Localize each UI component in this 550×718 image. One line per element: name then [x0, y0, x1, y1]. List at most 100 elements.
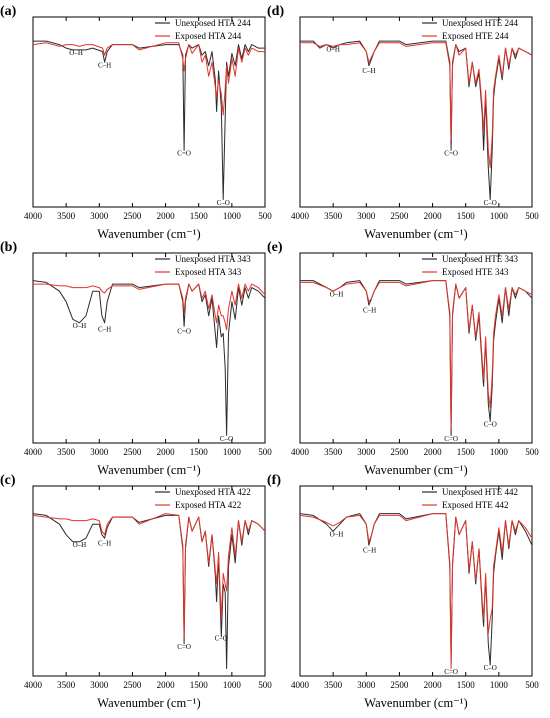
panel-label: (d)	[267, 4, 284, 19]
x-tick-label: 3000	[90, 211, 109, 221]
series-line-exposed	[299, 513, 533, 669]
x-tick-label: 500	[258, 211, 272, 221]
series-line-unexposed	[32, 513, 266, 669]
x-tick-label: 3500	[324, 211, 343, 221]
peak-annotation: C–H	[362, 67, 375, 75]
peak-annotation: C=O	[444, 668, 458, 676]
legend-entry: Unexposed HTE 244	[442, 18, 518, 28]
x-tick-label: 4000	[24, 680, 43, 690]
x-tick-label: 1500	[457, 447, 476, 457]
panel-c: 4000 3500 3000 2500 2000 1500 1000 500 O–H C–H C=O…	[0, 473, 272, 710]
peak-annotation: C=O	[177, 149, 191, 157]
peak-annotation: O–H	[330, 530, 344, 538]
plot-frame-a	[32, 16, 266, 208]
x-tick-label: 3000	[357, 680, 376, 690]
series-line-exposed	[300, 280, 533, 429]
peak-annotation: O–H	[69, 49, 83, 57]
legend-entry: Exposed HTA 343	[175, 267, 242, 277]
legend-entry: Exposed HTA 244	[175, 31, 242, 41]
legend-entry: Unexposed HTA 422	[175, 487, 251, 497]
panel-label: (f)	[267, 473, 281, 488]
x-tick-label: 1500	[457, 211, 476, 221]
peak-annotation: C–H	[363, 306, 376, 314]
peak-annotation: C–H	[363, 546, 376, 554]
panel-label: (b)	[0, 240, 17, 255]
plot-frame-e	[299, 252, 533, 444]
x-tick-label: 3500	[57, 680, 76, 690]
peak-annotation: C=O	[444, 149, 458, 157]
peak-annotation: C–H	[98, 326, 111, 334]
panel-e: 4000 3500 3000 2500 2000 1500 1000 500 O–H C–H C=O…	[267, 240, 539, 477]
series-line-exposed	[33, 283, 266, 331]
legend-entry: Exposed HTE 442	[442, 500, 509, 510]
x-tick-label: 3500	[324, 680, 343, 690]
panel-f: 4000 3500 3000 2500 2000 1500 1000 500 O–H C–H C=O…	[267, 473, 539, 710]
peak-annotation: C=O	[177, 327, 191, 335]
x-tick-label: 2000	[157, 447, 176, 457]
peak-annotation: C=O	[444, 435, 458, 443]
x-tick-label: 500	[258, 680, 272, 690]
panel-label: (e)	[267, 240, 283, 255]
peak-annotation: C–O	[215, 634, 228, 642]
legend-entry: Exposed HTE 343	[442, 267, 509, 277]
legend-entry: Unexposed HTA 343	[175, 254, 251, 264]
x-tick-label: 1500	[457, 680, 476, 690]
plot-frame-f	[299, 485, 533, 677]
peak-annotation: C–H	[98, 539, 111, 547]
plot-frame-d	[299, 16, 533, 208]
plot-frame-c	[32, 485, 266, 677]
x-tick-label: 1000	[223, 680, 242, 690]
x-tick-label: 2500	[123, 447, 142, 457]
x-axis-title: Wavenumber (cm⁻¹)	[97, 227, 200, 241]
series-line-exposed	[32, 513, 266, 638]
legend-entry: Exposed HTA 422	[175, 500, 241, 510]
peak-annotation: O–H	[73, 541, 87, 549]
series-line-exposed	[32, 42, 265, 116]
peak-annotation: C–O	[220, 435, 233, 443]
x-tick-label: 2000	[424, 680, 443, 690]
peak-annotation: C=O	[177, 643, 191, 651]
x-tick-label: 2500	[390, 211, 409, 221]
x-tick-label: 1000	[490, 447, 509, 457]
legend-entry: Unexposed HTE 442	[442, 487, 518, 497]
x-tick-label: 3000	[90, 447, 109, 457]
x-tick-label: 3500	[57, 211, 76, 221]
peak-annotation: C–O	[484, 199, 497, 207]
peak-annotation: C–O	[484, 664, 497, 672]
x-tick-label: 1500	[190, 680, 209, 690]
peak-annotation: O–H	[73, 322, 87, 330]
x-axis-title: Wavenumber (cm⁻¹)	[364, 463, 467, 477]
peak-annotation: C–O	[217, 199, 230, 207]
plot-frame-b	[32, 252, 266, 444]
x-tick-label: 2000	[157, 680, 176, 690]
x-axis-title: Wavenumber (cm⁻¹)	[364, 227, 467, 241]
x-axis-title: Wavenumber (cm⁻¹)	[97, 463, 200, 477]
x-tick-label: 3000	[90, 680, 109, 690]
peak-annotation: C–H	[98, 61, 111, 69]
legend-entry: Unexposed HTE 343	[442, 254, 518, 264]
panel-a: 4000 3500 3000 2500 2000 1500 1000 500 O–H C–H C=O…	[0, 4, 272, 241]
x-tick-label: 2500	[123, 680, 142, 690]
x-tick-label: 500	[525, 680, 539, 690]
panel-b: 4000 3500 3000 2500 2000 1500 1000 500 O–H C–H C=O…	[0, 240, 272, 477]
x-tick-label: 2000	[424, 211, 443, 221]
x-tick-label: 500	[525, 211, 539, 221]
x-axis-title: Wavenumber (cm⁻¹)	[97, 696, 200, 710]
series-line-unexposed	[32, 280, 266, 436]
panel-label: (a)	[0, 4, 17, 19]
legend-entry: Unexposed HTA 244	[175, 18, 251, 28]
x-tick-label: 1000	[490, 680, 509, 690]
x-tick-label: 500	[258, 447, 272, 457]
x-tick-label: 4000	[291, 211, 310, 221]
x-tick-label: 4000	[291, 680, 310, 690]
panel-d: 4000 3500 3000 2500 2000 1500 1000 500 O–H C–H C=O…	[267, 4, 539, 241]
x-tick-label: 1000	[223, 447, 242, 457]
x-tick-label: 2500	[390, 447, 409, 457]
x-tick-label: 2000	[424, 447, 443, 457]
x-tick-label: 4000	[24, 211, 43, 221]
x-axis-title: Wavenumber (cm⁻¹)	[364, 696, 467, 710]
x-tick-label: 4000	[24, 447, 43, 457]
x-tick-label: 3500	[324, 447, 343, 457]
x-tick-label: 1000	[223, 211, 242, 221]
